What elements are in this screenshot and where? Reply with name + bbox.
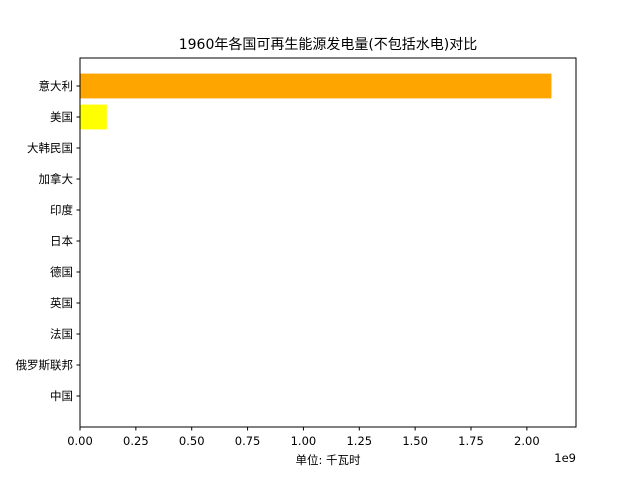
- x-tick-label-5: 1.25: [346, 434, 372, 448]
- x-tick-label-6: 1.50: [402, 434, 428, 448]
- x-tick-label-4: 1.00: [291, 434, 317, 448]
- x-axis-label: 单位: 千瓦时: [295, 453, 361, 467]
- y-tick-label-4: 印度: [50, 203, 73, 217]
- y-tick-label-5: 日本: [50, 234, 73, 248]
- x-tick-label-2: 0.50: [179, 434, 205, 448]
- x-tick-label-8: 2.00: [514, 434, 540, 448]
- plot-frame: [79, 57, 577, 428]
- y-tick-label-1: 美国: [50, 110, 73, 124]
- x-axis-multiplier: 1e9: [554, 451, 576, 465]
- y-tick-label-8: 法国: [50, 327, 73, 341]
- bar-1: [80, 104, 107, 130]
- chart-title: 1960年各国可再生能源发电量(不包括水电)对比: [179, 37, 478, 53]
- x-tick-label-3: 0.75: [235, 434, 261, 448]
- x-tick-label-7: 1.75: [458, 434, 484, 448]
- y-tick-label-10: 中国: [50, 389, 73, 403]
- y-tick-label-2: 大韩民国: [27, 141, 73, 155]
- y-tick-label-7: 英国: [50, 296, 73, 310]
- y-tick-label-3: 加拿大: [39, 172, 74, 186]
- y-tick-label-0: 意大利: [39, 79, 74, 93]
- y-tick-label-6: 德国: [50, 265, 73, 279]
- x-tick-label-0: 0.00: [67, 434, 93, 448]
- y-tick-label-9: 俄罗斯联邦: [16, 358, 74, 372]
- bar-0: [80, 73, 552, 99]
- x-tick-label-1: 0.25: [123, 434, 149, 448]
